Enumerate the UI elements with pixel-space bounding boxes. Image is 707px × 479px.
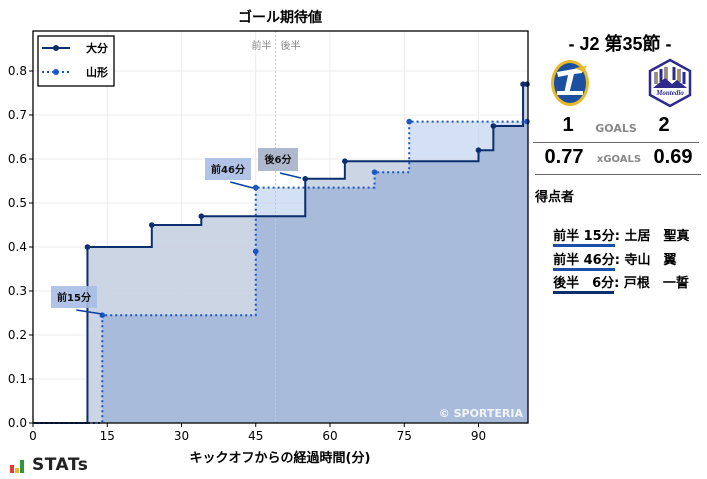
annotation-label: 前15分 — [57, 291, 91, 304]
scorer-item: 前半 46分: 寺山 翼 — [535, 234, 676, 271]
xgoals-row: 0.77 xGOALS 0.69 — [535, 146, 701, 175]
data-point — [490, 123, 497, 129]
data-point — [406, 118, 413, 125]
watermark: © SPORTERIA — [439, 407, 524, 420]
match-summary-panel: - J2 第35節 - Montedio 1 GOALS 2 0.77 xGOA… — [533, 0, 707, 479]
scorer-time: 後半 6分 — [553, 272, 615, 294]
data-point — [252, 184, 259, 191]
scorers-title: 得点者 — [535, 190, 575, 205]
annotation-box — [258, 148, 298, 171]
y-tick-label: 0.6 — [8, 152, 27, 166]
y-tick-label: 0.8 — [8, 64, 27, 78]
legend-marker — [53, 69, 59, 75]
data-point — [524, 118, 530, 125]
data-point — [149, 222, 155, 228]
first-half-label: 前半 — [252, 39, 272, 52]
scorer-item: 後半 6分: 戸根 一誓 — [535, 257, 689, 294]
stats-brand: STATs — [32, 455, 89, 475]
data-point — [198, 213, 205, 219]
goals-label: GOALS — [595, 122, 637, 135]
x-tick-label: 45 — [248, 429, 263, 443]
y-tick-label: 0.2 — [8, 328, 27, 342]
xgoals-label: xGOALS — [596, 154, 642, 165]
scorer-item: 前半 15分: 土居 聖真 — [535, 210, 689, 247]
data-point — [520, 81, 526, 87]
legend — [37, 35, 115, 87]
chart-title: ゴール期待値 — [238, 9, 322, 26]
data-point — [302, 176, 309, 182]
data-point — [252, 248, 259, 255]
annotation-box — [205, 158, 251, 180]
montedio-crest-icon: Montedio — [648, 58, 692, 108]
scorer-time: 前半 46分 — [553, 249, 615, 271]
scorer-name: : 土居 聖真 — [614, 229, 690, 244]
series-line-1 — [33, 120, 528, 424]
svg-text:Montedio: Montedio — [655, 89, 684, 97]
trinita-crest-icon — [551, 60, 589, 106]
scorer-time: 前半 15分 — [553, 225, 615, 247]
away-xg: 0.69 — [653, 146, 693, 168]
data-point — [524, 81, 530, 87]
home-goals: 1 — [562, 114, 574, 136]
x-tick-label: 15 — [100, 429, 115, 443]
data-point — [84, 244, 91, 250]
scorer-name: : 戸根 一誓 — [614, 276, 689, 291]
legend-marker — [53, 45, 59, 51]
second-half-label: 後半 — [281, 39, 301, 52]
data-point — [342, 158, 348, 164]
overlap-area — [33, 121, 528, 423]
away-goals: 2 — [658, 114, 670, 136]
round-title: - J2 第35節 - — [568, 34, 672, 54]
annotation-box — [51, 286, 97, 308]
x-tick-label: 0 — [29, 429, 37, 443]
x-tick-label: 75 — [397, 429, 412, 443]
goals-row: 1 GOALS 2 — [533, 114, 699, 143]
annotation-arrow — [279, 172, 302, 179]
x-axis-label: キックオフからの経過時間(分) — [190, 450, 371, 466]
legend-label: 山形 — [86, 65, 108, 79]
x-tick-label: 60 — [322, 429, 337, 443]
annotation-arrow — [230, 181, 254, 189]
x-tick-label: 30 — [174, 429, 189, 443]
annotation-label: 前46分 — [211, 163, 245, 176]
data-point — [371, 169, 378, 175]
scorer-name: : 寺山 翼 — [614, 253, 677, 268]
x-tick-label: 90 — [471, 429, 486, 443]
y-tick-label: 0.1 — [8, 372, 27, 386]
annotation-label: 後6分 — [265, 153, 292, 166]
series-line-0 — [33, 83, 528, 424]
data-point — [475, 147, 482, 153]
y-tick-label: 0.7 — [8, 108, 27, 122]
home-xg: 0.77 — [544, 146, 584, 168]
plot-frame — [32, 30, 529, 424]
y-tick-label: 0.5 — [8, 196, 27, 210]
y-tick-label: 0.4 — [8, 240, 27, 254]
y-tick-label: 0.0 — [8, 416, 27, 430]
y-tick-label: 0.3 — [8, 284, 27, 298]
legend-label: 大分 — [86, 41, 108, 55]
annotation-arrow — [76, 309, 103, 315]
